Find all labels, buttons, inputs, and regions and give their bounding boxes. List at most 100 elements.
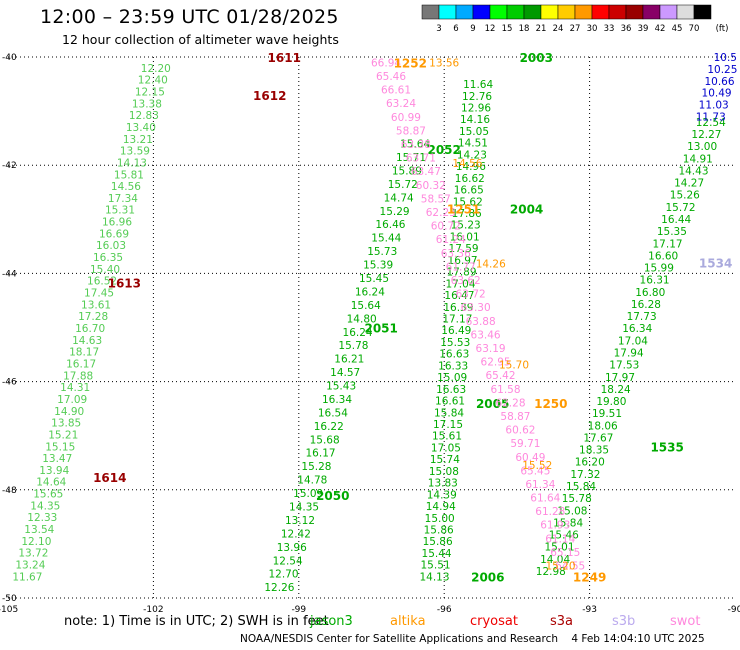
colorbar-swatch bbox=[540, 4, 559, 20]
wave-height-point: 13.00 bbox=[687, 141, 717, 153]
wave-height-point: 15.89 bbox=[392, 165, 422, 177]
wave-height-point: 16.33 bbox=[438, 360, 468, 372]
wave-height-point: 14.27 bbox=[674, 178, 704, 190]
wave-height-point: 18.24 bbox=[601, 384, 631, 396]
wave-height-point: 15.62 bbox=[453, 196, 483, 208]
wave-height-point: 15.00 bbox=[425, 513, 455, 525]
colorbar-label: 3 bbox=[436, 24, 441, 34]
wave-height-point: 17.05 bbox=[431, 442, 461, 454]
wave-height-point: 60.62 bbox=[505, 425, 535, 437]
wave-height-point: 12.98 bbox=[536, 566, 566, 578]
wave-height-point: 14.56 bbox=[111, 181, 141, 193]
wave-height-point: 14.63 bbox=[72, 335, 102, 347]
wave-height-point: 17.94 bbox=[614, 348, 644, 360]
wave-height-point: 15.40 bbox=[90, 264, 120, 276]
wave-height-point: 63.30 bbox=[461, 302, 491, 314]
wave-height-point: 17.09 bbox=[57, 394, 87, 406]
wave-height-point: 14.39 bbox=[427, 489, 457, 501]
colorbar-label: 70 bbox=[689, 24, 700, 34]
wave-height-point: 15.64 bbox=[351, 300, 381, 312]
colorbar-swatch bbox=[642, 4, 661, 20]
wave-height-point: 15.84 bbox=[553, 517, 583, 529]
wave-height-point: 18.06 bbox=[588, 420, 618, 432]
wave-height-point: 14.16 bbox=[460, 114, 490, 126]
wave-height-point: 15.84 bbox=[566, 481, 596, 493]
wave-height-point: 66.94 bbox=[371, 57, 401, 69]
wave-height-point: 15.84 bbox=[434, 407, 464, 419]
wave-height-point: 15.44 bbox=[371, 233, 401, 245]
wave-height-point: 15.86 bbox=[424, 524, 454, 536]
wave-height-point: 14.90 bbox=[54, 406, 84, 418]
wave-height-point: 15.71 bbox=[396, 152, 426, 164]
wave-height-point: 15.70 bbox=[499, 359, 529, 371]
pass-time-label: 2005 bbox=[476, 397, 509, 411]
wave-height-point: 14.51 bbox=[458, 138, 488, 150]
wave-height-point: 16.20 bbox=[575, 457, 605, 469]
wave-height-point: 15.23 bbox=[451, 220, 481, 232]
wave-height-point: 17.28 bbox=[78, 311, 108, 323]
wave-height-point: 15.09 bbox=[437, 372, 467, 384]
wave-height-point: 16.03 bbox=[96, 240, 126, 252]
wave-height-point: 16.35 bbox=[93, 252, 123, 264]
wave-height-point: 16.61 bbox=[435, 396, 465, 408]
wave-height-point: 14.23 bbox=[457, 149, 487, 161]
wave-height-point: 14.80 bbox=[347, 313, 377, 325]
wave-height-point: 15.35 bbox=[657, 226, 687, 238]
wave-height-point: 17.04 bbox=[445, 278, 475, 290]
colorbar-swatch bbox=[557, 4, 576, 20]
wave-height-point: 12.70 bbox=[268, 569, 298, 581]
wave-height-point: 17.53 bbox=[609, 360, 639, 372]
wave-height-point: 16.46 bbox=[375, 219, 405, 231]
wave-height-point: 14.04 bbox=[540, 554, 570, 566]
y-tick-label: -50 bbox=[2, 594, 17, 604]
wave-height-point: 17.88 bbox=[63, 370, 93, 382]
wave-height-point: 19.80 bbox=[596, 396, 626, 408]
wave-height-point: 12.42 bbox=[281, 528, 311, 540]
x-tick-label: -96 bbox=[437, 605, 452, 615]
note-text: note: 1) Time is in UTC; 2) SWH is in fe… bbox=[64, 614, 329, 629]
wave-height-point: 15.99 bbox=[644, 263, 674, 275]
wave-height-point: 16.34 bbox=[622, 323, 652, 335]
colorbar-label: 24 bbox=[553, 24, 564, 34]
colorbar-swatch bbox=[506, 4, 525, 20]
y-tick-label: -42 bbox=[2, 161, 17, 171]
y-tick-label: -46 bbox=[2, 378, 17, 388]
wave-height-point: 63.19 bbox=[476, 343, 506, 355]
wave-height-point: 15.15 bbox=[45, 441, 75, 453]
wave-height-point: 15.01 bbox=[544, 542, 574, 554]
pass-time-label: 1249 bbox=[573, 570, 606, 584]
wave-height-point: 17.45 bbox=[84, 288, 114, 300]
wave-height-point: 13.24 bbox=[15, 560, 45, 572]
pass-time-label: 1252 bbox=[394, 56, 427, 70]
pass-time-label: 1534 bbox=[699, 257, 732, 271]
wave-height-point: 17.32 bbox=[570, 469, 600, 481]
wave-height-point: 63.38 bbox=[401, 139, 431, 151]
wave-height-point: 61.28 bbox=[535, 506, 565, 518]
wave-height-point: 13.54 bbox=[24, 524, 54, 536]
wave-height-point: 15.72 bbox=[665, 202, 695, 214]
wave-height-point: 16.63 bbox=[439, 349, 469, 361]
page-subtitle: 12 hour collection of altimeter wave hei… bbox=[62, 32, 339, 47]
wave-height-point: 15.73 bbox=[367, 246, 397, 258]
wave-height-point: 62.95 bbox=[481, 357, 511, 369]
wave-height-point: 15.29 bbox=[380, 206, 410, 218]
x-tick-label: -102 bbox=[143, 605, 163, 615]
pass-time-label: 2003 bbox=[520, 51, 553, 65]
legend-s3b: s3b bbox=[612, 614, 635, 629]
wave-height-point: 12.96 bbox=[461, 102, 491, 114]
wave-height-point: 15.31 bbox=[105, 205, 135, 217]
wave-height-point: 17.59 bbox=[449, 243, 479, 255]
wave-height-point: 15.20 bbox=[545, 561, 575, 573]
wave-height-point: 16.24 bbox=[343, 327, 373, 339]
wave-height-point: 11.03 bbox=[699, 100, 729, 112]
wave-height-point: 15.78 bbox=[338, 340, 368, 352]
colorbar-swatch bbox=[438, 4, 457, 20]
wave-height-point: 13.38 bbox=[132, 98, 162, 110]
wave-height-point: 15.65 bbox=[33, 489, 63, 501]
wave-height-point: 16.39 bbox=[443, 302, 473, 314]
wave-height-point: 14.96 bbox=[456, 161, 486, 173]
page-title: 12:00 – 23:59 UTC 01/28/2025 bbox=[40, 6, 339, 28]
y-tick-label: -44 bbox=[2, 269, 17, 279]
wave-height-point: 13.72 bbox=[18, 548, 48, 560]
